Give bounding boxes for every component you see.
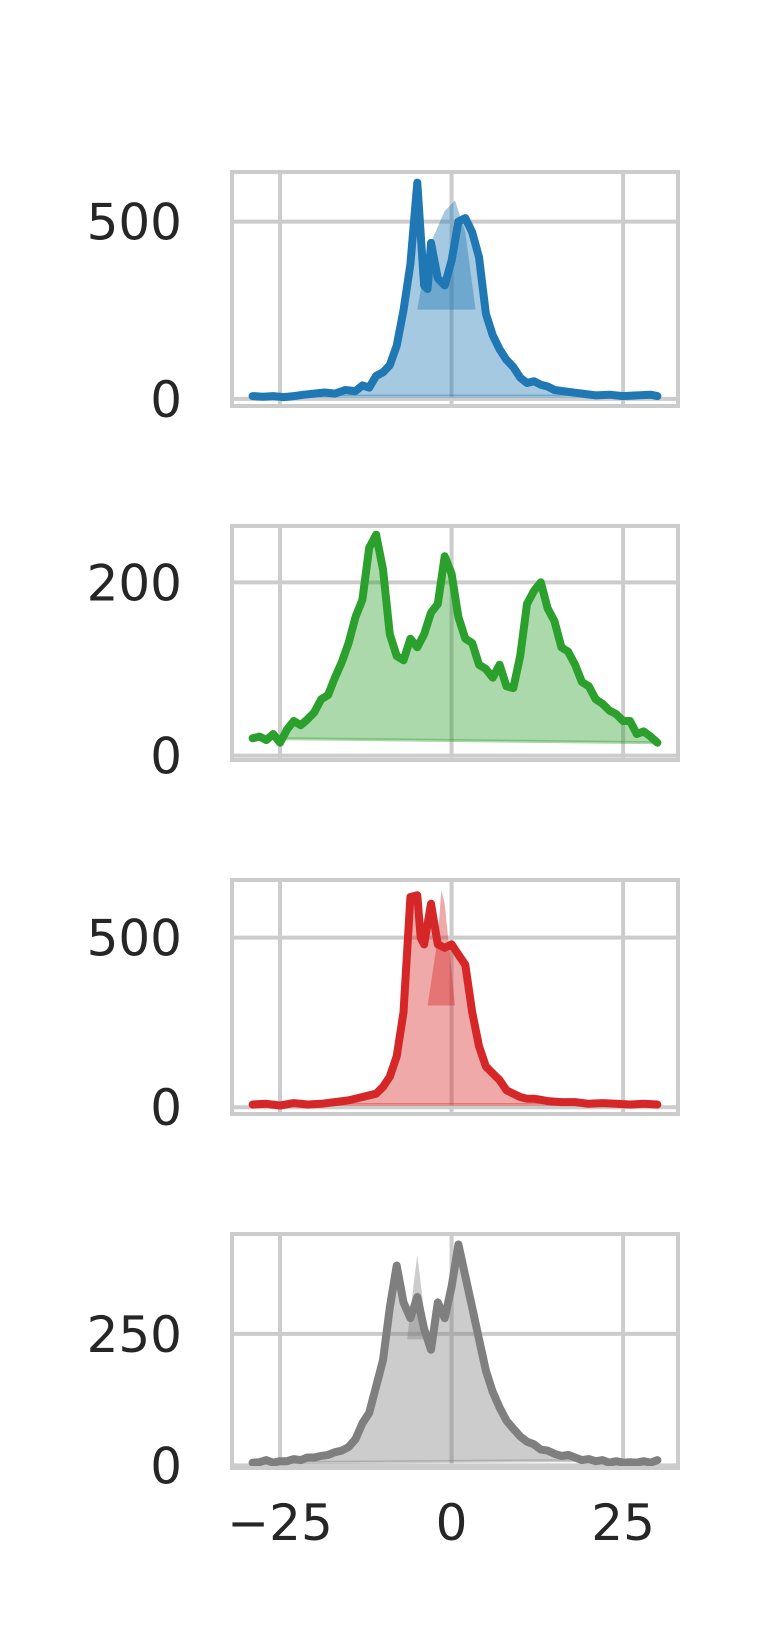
plot-frame: [230, 1232, 680, 1470]
series-line: [248, 178, 662, 402]
series-line: [248, 530, 662, 747]
series-line: [248, 1240, 662, 1467]
plot-frame: [230, 524, 680, 762]
x-tick-label: −25: [227, 1494, 333, 1552]
y-tick-label: 0: [150, 1079, 182, 1137]
y-tick-label: 0: [150, 371, 182, 429]
panels: 0 500 0 200 0 500 0 250: [87, 170, 680, 1495]
area-fill: [252, 893, 658, 1108]
shared-x-axis-labels: −25 0 25: [227, 1494, 655, 1552]
panel-1: 0 500: [87, 170, 680, 429]
plot-frame: [230, 170, 680, 408]
y-tick-label: 500: [87, 910, 182, 968]
panel-2: 0 200: [87, 524, 680, 786]
y-tick-label: 500: [87, 194, 182, 252]
panel-4: 0 250: [87, 1232, 680, 1495]
panel-3: 0 500: [87, 878, 680, 1137]
series-line: [248, 891, 662, 1110]
y-tick-label: 250: [87, 1306, 182, 1364]
y-tick-label: 0: [150, 728, 182, 786]
plot-frame: [230, 878, 680, 1116]
x-tick-label: 25: [591, 1494, 655, 1552]
y-tick-label: 0: [150, 1437, 182, 1495]
y-tick-label: 200: [87, 554, 182, 612]
x-tick-label: 0: [436, 1494, 468, 1552]
